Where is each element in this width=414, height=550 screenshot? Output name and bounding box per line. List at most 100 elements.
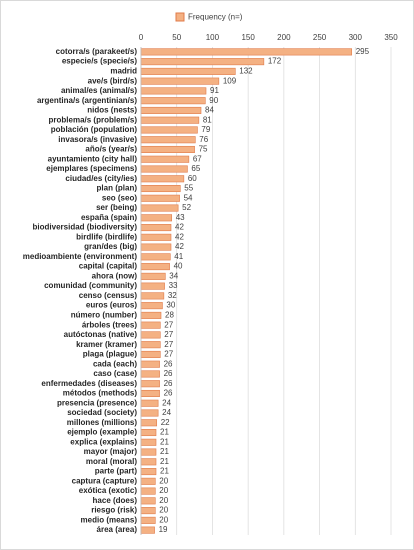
value-label: 27 — [164, 330, 173, 339]
bar — [140, 321, 161, 329]
value-label: 21 — [160, 457, 169, 466]
value-label: 42 — [175, 242, 184, 251]
y-tick-label: censo (census) — [79, 291, 138, 300]
bar — [140, 448, 157, 456]
value-label: 43 — [176, 213, 185, 222]
x-tick-label: 0 — [139, 33, 144, 42]
bar — [140, 136, 196, 144]
bar — [140, 204, 179, 212]
bar — [140, 67, 236, 75]
y-tick-label: comunidad (community) — [44, 281, 137, 290]
bar — [140, 126, 198, 134]
y-tick-label: exótica (exotic) — [79, 486, 138, 495]
value-label: 24 — [162, 408, 171, 417]
x-tick-label: 150 — [241, 33, 255, 42]
y-tick-label: medio (means) — [81, 515, 138, 524]
value-label: 21 — [160, 467, 169, 476]
y-tick-label: kramer (kramer) — [76, 340, 137, 349]
x-tick-label: 300 — [349, 33, 363, 42]
value-label: 79 — [201, 125, 210, 134]
value-label: 172 — [268, 57, 282, 66]
value-label: 21 — [160, 428, 169, 437]
bar — [140, 507, 156, 515]
value-label: 90 — [209, 96, 218, 105]
value-label: 76 — [199, 135, 208, 144]
bar — [140, 58, 265, 66]
value-label: 26 — [164, 369, 173, 378]
bar — [140, 468, 157, 476]
bar — [140, 292, 165, 300]
y-tick-label: hace (does) — [93, 496, 138, 505]
y-tick-label: argentina/s (argentinian/s) — [37, 96, 137, 105]
y-tick-label: métodos (methods) — [63, 389, 138, 398]
bar — [140, 272, 166, 280]
y-tick-label: sociedad (society) — [67, 408, 137, 417]
value-label: 27 — [164, 320, 173, 329]
value-label: 20 — [159, 515, 168, 524]
bar — [140, 380, 160, 388]
y-tick-label: moral (moral) — [86, 457, 137, 466]
x-tick-label: 50 — [172, 33, 181, 42]
value-label: 81 — [203, 115, 212, 124]
value-label: 21 — [160, 447, 169, 456]
value-label: 42 — [175, 223, 184, 232]
bar — [140, 331, 161, 339]
bar — [140, 233, 172, 241]
bar — [140, 253, 171, 261]
y-tick-label: capital (capital) — [79, 262, 138, 271]
y-tick-label: plaga (plague) — [83, 350, 138, 359]
value-label: 22 — [161, 418, 170, 427]
value-label: 26 — [164, 359, 173, 368]
bar — [140, 282, 165, 290]
y-tick-label: madrid — [110, 67, 137, 76]
bar — [140, 419, 158, 427]
value-label: 24 — [162, 398, 171, 407]
bar — [140, 116, 200, 124]
value-label: 109 — [223, 76, 237, 85]
y-tick-label: problema/s (problem/s) — [49, 115, 138, 124]
y-tick-label: nidos (nests) — [87, 106, 137, 115]
bar — [140, 263, 170, 271]
y-tick-label: gran/des (big) — [84, 242, 137, 251]
y-tick-label: plan (plan) — [97, 184, 138, 193]
value-label: 54 — [184, 193, 193, 202]
bar — [140, 438, 157, 446]
value-label: 132 — [239, 67, 253, 76]
bar — [140, 477, 156, 485]
bar — [140, 243, 172, 251]
value-label: 20 — [159, 476, 168, 485]
y-tick-label: ser (being) — [96, 203, 137, 212]
value-label: 41 — [174, 252, 183, 261]
y-tick-label: birdlife (birdlife) — [76, 232, 137, 241]
y-tick-label: presencia (presence) — [57, 398, 137, 407]
value-label: 26 — [164, 379, 173, 388]
bar — [140, 370, 160, 378]
value-label: 32 — [168, 291, 177, 300]
legend-label: Frequency (n=) — [188, 13, 243, 22]
y-tick-label: población (population) — [51, 125, 138, 134]
y-tick-label: medioambiente (environment) — [23, 252, 138, 261]
value-label: 19 — [159, 525, 168, 534]
value-label: 40 — [174, 262, 183, 271]
bar — [140, 175, 185, 183]
bar — [140, 399, 159, 407]
value-label: 65 — [191, 164, 200, 173]
y-tick-label: biodiversidad (biodiversity) — [33, 223, 138, 232]
y-tick-label: ejemplares (specimens) — [46, 164, 137, 173]
y-tick-label: cada (each) — [93, 359, 137, 368]
value-label: 67 — [193, 154, 202, 163]
value-label: 295 — [356, 47, 370, 56]
bar — [140, 184, 181, 193]
y-tick-label: parte (part) — [95, 467, 138, 476]
bar — [140, 389, 160, 398]
bar — [140, 214, 173, 222]
value-label: 34 — [169, 271, 178, 280]
value-label: 20 — [159, 496, 168, 505]
y-tick-label: animal/es (animal/s) — [61, 86, 137, 95]
y-tick-label: captura (capture) — [72, 476, 138, 485]
y-tick-label: ciudad/es (city/ies) — [65, 174, 137, 183]
bar — [140, 428, 157, 437]
value-label: 27 — [164, 350, 173, 359]
